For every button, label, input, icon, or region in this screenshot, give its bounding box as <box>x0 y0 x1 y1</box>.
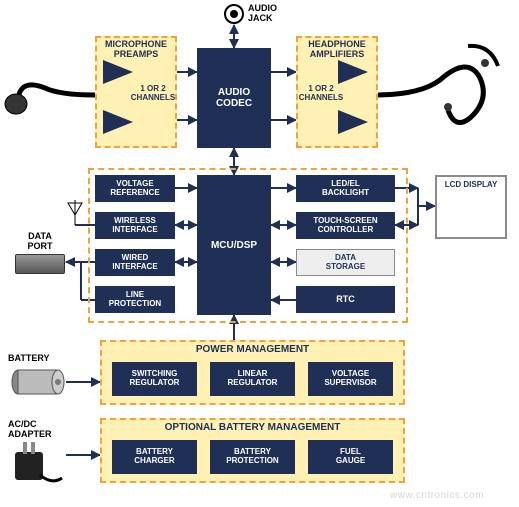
audio-jack-label: AUDIOJACK <box>248 4 298 24</box>
line-protection-block: LINEPROTECTION <box>95 286 175 313</box>
audio-jack-icon <box>224 4 244 24</box>
mic-preamps-label: MICROPHONEPREAMPS <box>95 40 177 60</box>
power-management-header: POWER MANAGEMENT <box>100 344 405 355</box>
rtc-block: RTC <box>296 286 395 313</box>
watermark: www.cntronics.com <box>390 490 484 501</box>
wired-interface-block: WIREDINTERFACE <box>95 249 175 276</box>
optional-battery-mgmt-header: OPTIONAL BATTERY MANAGEMENT <box>100 422 405 433</box>
fuel-gauge-block: FUELGAUGE <box>308 440 393 474</box>
battery-protection-block: BATTERYPROTECTION <box>210 440 295 474</box>
headphone-amps-label: HEADPHONEAMPLIFIERS <box>296 40 378 60</box>
led-backlight-block: LED/ELBACKLIGHT <box>296 175 395 202</box>
voltage-reference-block: VOLTAGEREFERENCE <box>95 175 175 202</box>
channels-right-label: 1 OR 2CHANNELS <box>296 85 346 103</box>
acdc-adapter-icon <box>10 440 60 485</box>
data-storage-block: DATASTORAGE <box>296 249 395 276</box>
switching-regulator-block: SWITCHINGREGULATOR <box>112 362 197 396</box>
audio-codec-block: AUDIOCODEC <box>197 48 271 148</box>
acdc-label: AC/DCADAPTER <box>8 420 68 440</box>
data-port-label: DATAPORT <box>15 232 65 252</box>
battery-label: BATTERY <box>8 354 68 364</box>
battery-charger-block: BATTERYCHARGER <box>112 440 197 474</box>
touchscreen-controller-block: TOUCH-SCREENCONTROLLER <box>296 212 395 239</box>
channels-left-label: 1 OR 2CHANNELS <box>128 85 178 103</box>
lcd-display-block: LCD DISPLAY <box>435 175 507 239</box>
wireless-interface-block: WIRELESSINTERFACE <box>95 212 175 239</box>
linear-regulator-block: LINEARREGULATOR <box>210 362 295 396</box>
mcu-dsp-block: MCU/DSP <box>197 175 271 315</box>
battery-icon <box>8 368 60 394</box>
voltage-supervisor-block: VOLTAGESUPERVISOR <box>308 362 393 396</box>
data-port-icon <box>15 254 65 274</box>
